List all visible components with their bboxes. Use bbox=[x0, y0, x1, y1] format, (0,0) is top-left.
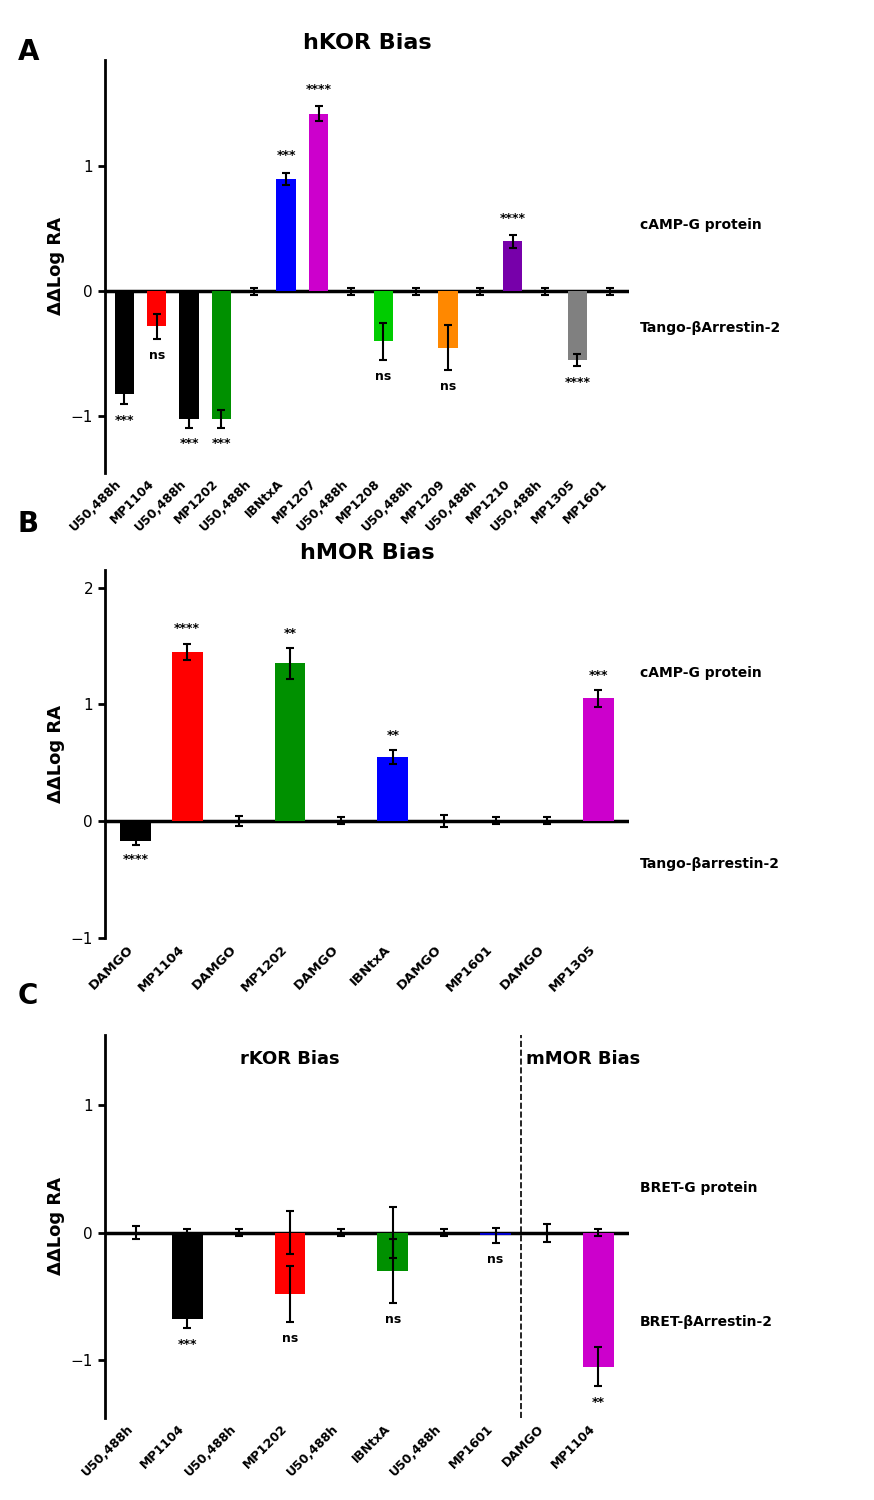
Text: ns: ns bbox=[488, 1252, 503, 1266]
Bar bbox=[438, 291, 458, 348]
Bar bbox=[373, 291, 393, 342]
Text: ****: **** bbox=[500, 211, 526, 225]
Bar bbox=[212, 291, 231, 418]
Bar bbox=[121, 821, 151, 840]
Text: **: ** bbox=[386, 729, 399, 741]
Bar bbox=[583, 1233, 614, 1366]
Bar bbox=[171, 651, 203, 820]
Text: B: B bbox=[17, 510, 38, 538]
Text: BRET-βArrestin-2: BRET-βArrestin-2 bbox=[640, 1316, 773, 1329]
Title: hKOR Bias: hKOR Bias bbox=[302, 33, 432, 53]
Text: cAMP-G protein: cAMP-G protein bbox=[640, 666, 761, 680]
Text: ****: **** bbox=[122, 853, 149, 867]
Text: rKOR Bias: rKOR Bias bbox=[240, 1050, 340, 1068]
Text: ns: ns bbox=[281, 1332, 298, 1346]
Bar bbox=[171, 1233, 203, 1320]
Bar bbox=[274, 663, 305, 820]
Text: ****: **** bbox=[565, 376, 591, 390]
Text: ***: *** bbox=[179, 438, 198, 450]
Bar bbox=[276, 178, 296, 291]
Bar bbox=[378, 1233, 408, 1270]
Bar bbox=[480, 1233, 511, 1234]
Text: **: ** bbox=[283, 627, 296, 640]
Text: ***: *** bbox=[589, 669, 608, 682]
Text: ns: ns bbox=[149, 350, 165, 361]
Text: Tango-βarrestin-2: Tango-βarrestin-2 bbox=[640, 856, 780, 871]
Text: mMOR Bias: mMOR Bias bbox=[526, 1050, 640, 1068]
Bar bbox=[147, 291, 166, 327]
Text: Tango-βArrestin-2: Tango-βArrestin-2 bbox=[640, 321, 781, 334]
Bar bbox=[583, 699, 614, 820]
Text: ***: *** bbox=[177, 1338, 197, 1352]
Text: ***: *** bbox=[276, 150, 296, 162]
Bar bbox=[568, 291, 587, 360]
Title: hMOR Bias: hMOR Bias bbox=[300, 543, 434, 562]
Text: ****: **** bbox=[306, 82, 331, 96]
Y-axis label: ΔΔLog RA: ΔΔLog RA bbox=[47, 705, 66, 803]
Text: ***: *** bbox=[212, 438, 231, 450]
Text: BRET-G protein: BRET-G protein bbox=[640, 1180, 757, 1196]
Bar bbox=[378, 756, 408, 820]
Text: ****: **** bbox=[174, 622, 200, 636]
Text: A: A bbox=[17, 38, 39, 66]
Y-axis label: ΔΔLog RA: ΔΔLog RA bbox=[47, 1178, 66, 1275]
Text: ns: ns bbox=[440, 380, 456, 393]
Bar bbox=[274, 1233, 305, 1294]
Text: **: ** bbox=[592, 1396, 605, 1408]
Text: C: C bbox=[17, 982, 38, 1011]
Text: ***: *** bbox=[114, 414, 134, 426]
Bar bbox=[114, 291, 134, 394]
Text: ns: ns bbox=[375, 370, 392, 382]
Bar bbox=[179, 291, 198, 418]
Text: ns: ns bbox=[385, 1312, 401, 1326]
Bar bbox=[309, 114, 329, 291]
Bar bbox=[503, 242, 523, 291]
Y-axis label: ΔΔLog RA: ΔΔLog RA bbox=[47, 217, 66, 315]
Text: cAMP-G protein: cAMP-G protein bbox=[640, 217, 761, 232]
